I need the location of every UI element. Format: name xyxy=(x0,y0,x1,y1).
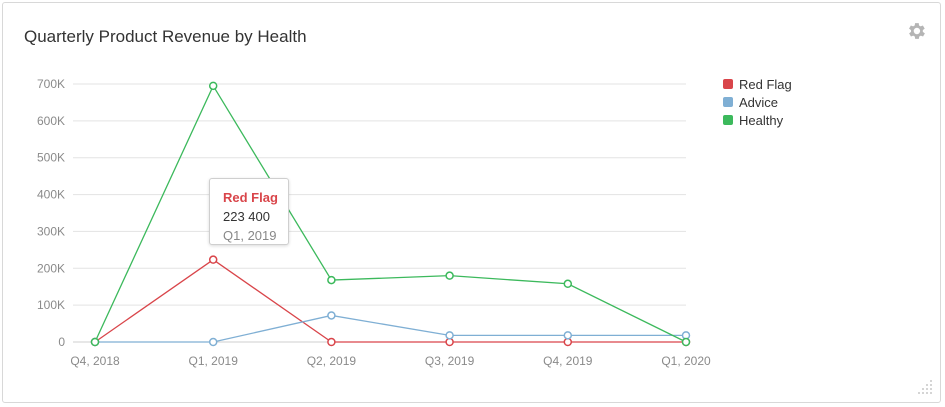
data-point xyxy=(445,271,454,280)
y-tick-label: 100K xyxy=(37,298,65,312)
legend-swatch xyxy=(723,79,733,89)
x-tick-label: Q1, 2020 xyxy=(661,354,711,368)
y-tick-label: 300K xyxy=(37,224,65,238)
legend-swatch xyxy=(723,97,733,107)
chart-tooltip: Red Flag 223 400 Q1, 2019 xyxy=(209,178,289,245)
gear-icon[interactable] xyxy=(905,20,927,42)
legend-label: Healthy xyxy=(739,112,784,128)
data-point xyxy=(563,279,573,289)
widget-title: Quarterly Product Revenue by Health xyxy=(24,27,307,46)
y-tick-label: 200K xyxy=(37,261,65,275)
tooltip-value: 223 400 xyxy=(223,209,270,224)
data-point xyxy=(208,255,218,264)
y-tick-label: 0 xyxy=(58,335,65,349)
chart-legend: Red Flag Advice Healthy xyxy=(723,75,792,129)
y-tick-label: 700K xyxy=(37,77,65,91)
y-tick-label: 600K xyxy=(37,114,65,128)
legend-item-advice[interactable]: Advice xyxy=(723,93,792,111)
x-tick-label: Q2, 2019 xyxy=(307,354,357,368)
series-line-healthy xyxy=(94,84,687,343)
series-line-red-flag xyxy=(94,258,686,343)
data-point xyxy=(327,337,336,347)
x-tick-label: Q3, 2019 xyxy=(425,354,475,368)
data-point xyxy=(563,331,573,340)
data-point xyxy=(445,331,454,340)
series-line-advice xyxy=(95,314,686,343)
data-point xyxy=(681,337,691,347)
x-tick-label: Q4, 2019 xyxy=(543,354,593,368)
legend-swatch xyxy=(723,115,733,125)
legend-item-healthy[interactable]: Healthy xyxy=(723,111,792,129)
y-tick-label: 400K xyxy=(37,188,65,202)
y-tick-label: 500K xyxy=(37,151,65,165)
x-tick-label: Q1, 2019 xyxy=(189,354,239,368)
legend-label: Advice xyxy=(739,94,779,110)
chart-widget: Quarterly Product Revenue by Health 0 100… xyxy=(2,2,941,403)
tooltip-series: Red Flag xyxy=(223,190,278,205)
data-point xyxy=(327,311,336,320)
data-point xyxy=(208,81,218,91)
tooltip-category: Q1, 2019 xyxy=(223,228,277,243)
legend-label: Red Flag xyxy=(739,76,792,92)
data-point xyxy=(208,337,218,347)
resize-handle-icon[interactable] xyxy=(912,374,934,396)
line-chart: 0 100K 200K 300K 400K 500K 600K 700K Q4, 2018 Q1,… xyxy=(37,77,711,368)
data-point xyxy=(327,275,336,285)
legend-item-red-flag[interactable]: Red Flag xyxy=(723,75,792,93)
data-point xyxy=(90,337,100,347)
x-tick-label: Q4, 2018 xyxy=(70,354,120,368)
